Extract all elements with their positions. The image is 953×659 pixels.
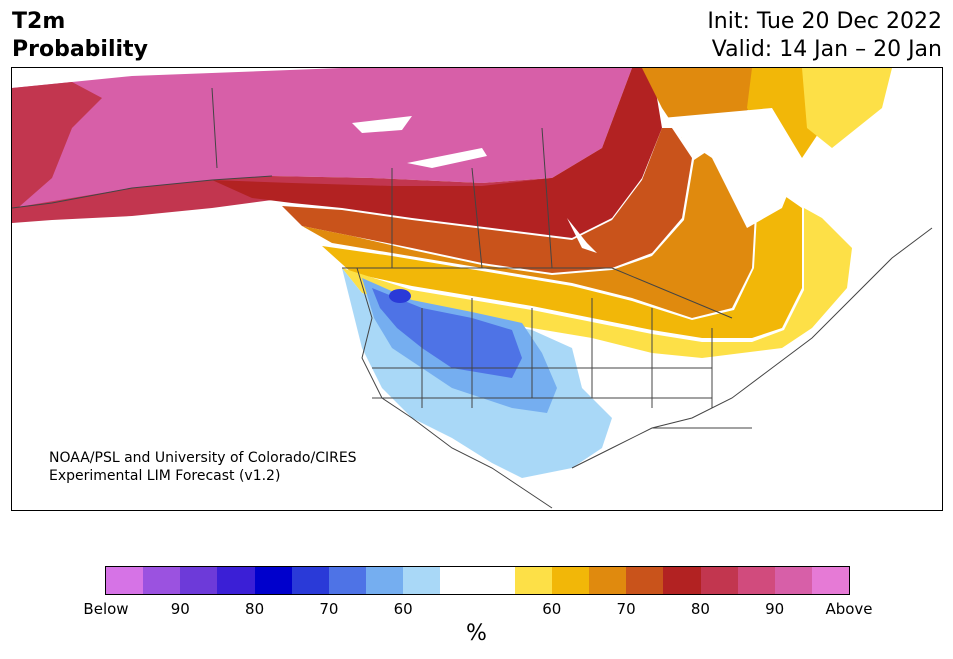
colorbar-swatch (477, 567, 515, 594)
init-date: Init: Tue 20 Dec 2022 (707, 9, 942, 34)
colorbar-swatch (403, 567, 441, 594)
colorbar-unit: % (466, 621, 487, 646)
great-slave-lake (407, 148, 487, 168)
map-canvas (12, 68, 933, 509)
colorbar-swatch (700, 567, 738, 594)
title-variable: T2m (12, 9, 66, 34)
region-alaska-rim (12, 82, 102, 213)
credit-line-1: NOAA/PSL and University of Colorado/CIRE… (49, 450, 357, 466)
region-above-55 (342, 208, 852, 358)
forecast-credit: NOAA/PSL and University of Colorado/CIRE… (49, 449, 357, 485)
region-deep-above (12, 68, 632, 208)
colorbar-tick-label: Below (83, 600, 129, 618)
colorbar-swatch (811, 567, 850, 594)
colorbar (105, 566, 850, 595)
title-type: Probability (12, 37, 148, 62)
colorbar-tick-label: 80 (245, 600, 265, 618)
colorbar-swatch (626, 567, 664, 594)
colorbar-tick-label: 90 (765, 600, 785, 618)
region-above-65 (302, 148, 757, 318)
colorbar-tick-label: Above (825, 600, 873, 618)
region-greenland-yellow (802, 68, 892, 148)
colorbar-tick-label: 60 (393, 600, 413, 618)
colorbar-tick-label: 90 (170, 600, 190, 618)
region-below-65 (372, 288, 522, 378)
great-bear-lake (352, 116, 412, 133)
colorbar-swatch (291, 567, 329, 594)
colorbar-tick-label: 60 (542, 600, 562, 618)
credit-line-2: Experimental LIM Forecast (v1.2) (49, 468, 281, 484)
colorbar-tick-label: 70 (616, 600, 636, 618)
map-title: T2m Probability (12, 8, 148, 64)
colorbar-swatch (180, 567, 218, 594)
valid-range: Valid: 14 Jan – 20 Jan (711, 37, 942, 62)
forecast-dates: Init: Tue 20 Dec 2022 Valid: 14 Jan – 20… (707, 8, 942, 64)
hudson-bay (662, 108, 802, 228)
colorbar-swatch (254, 567, 292, 594)
lake-winnipeg (567, 218, 597, 253)
region-below-70 (389, 289, 411, 303)
colorbar-swatch (551, 567, 590, 594)
map-borders (12, 87, 933, 509)
region-above-70 (282, 128, 692, 273)
colorbar-tick-label: 70 (319, 600, 339, 618)
colorbar-swatch (737, 567, 775, 594)
colorbar-swatch (589, 567, 627, 594)
colorbar-swatch (217, 567, 255, 594)
colorbar-swatch (143, 567, 181, 594)
colorbar-swatch (774, 567, 812, 594)
colorbar-swatch (106, 567, 144, 594)
colorbar-tick-label: 80 (690, 600, 710, 618)
colorbar-swatch (663, 567, 701, 594)
probability-map (11, 67, 943, 511)
colorbar-swatch (514, 567, 552, 594)
region-above-60 (322, 178, 802, 338)
colorbar-swatch (366, 567, 404, 594)
region-above-75 (212, 68, 662, 238)
colorbar-swatch (328, 567, 367, 594)
colorbar-swatch (440, 567, 478, 594)
